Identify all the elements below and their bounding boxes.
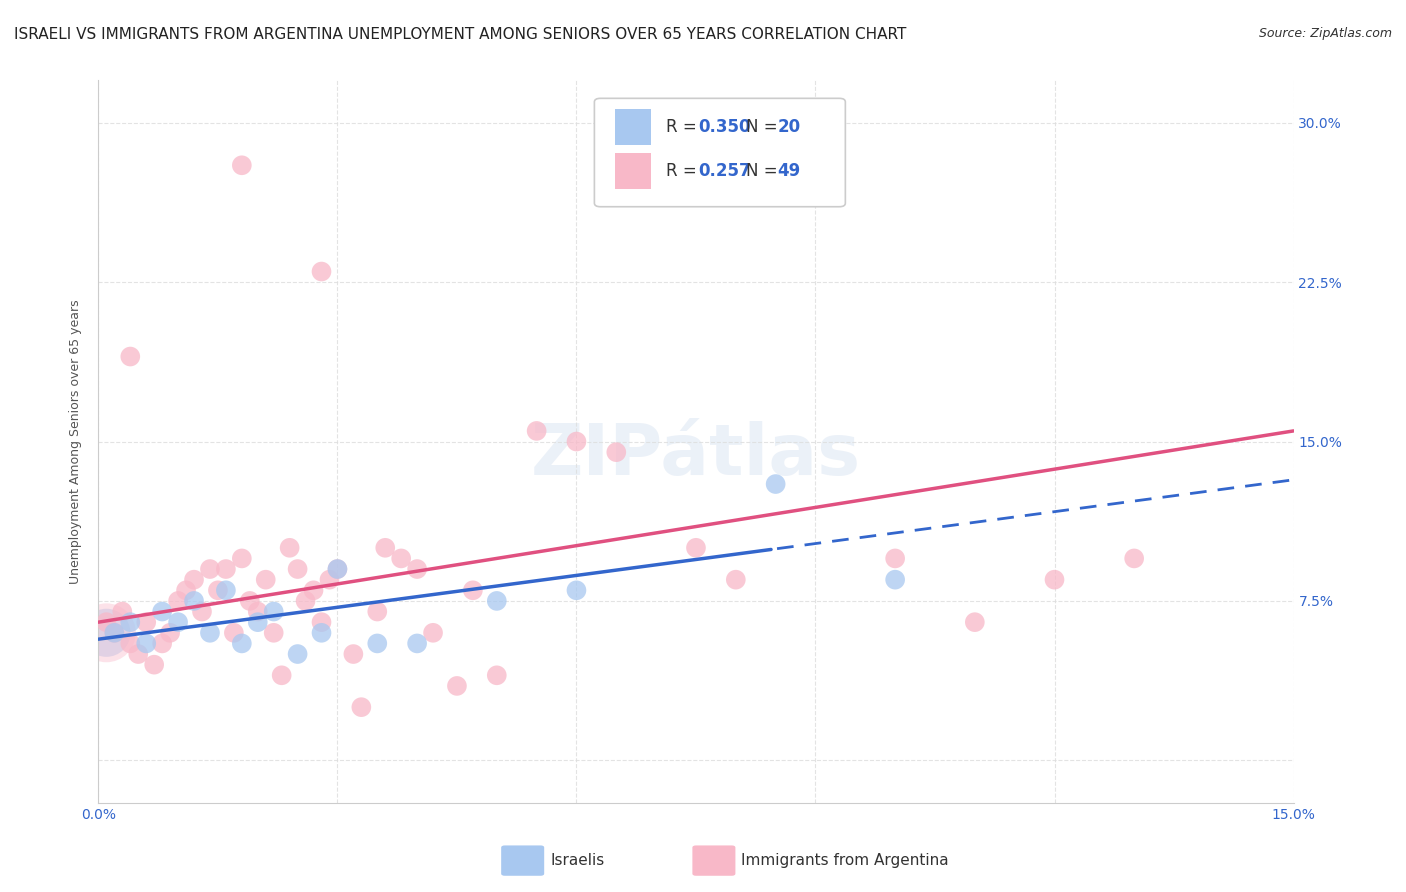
Point bbox=[246, 615, 269, 630]
Point bbox=[167, 594, 190, 608]
Y-axis label: Unemployment Among Seniors over 65 years: Unemployment Among Seniors over 65 years bbox=[69, 299, 83, 584]
Point bbox=[96, 625, 118, 640]
Bar bbox=[614, 153, 651, 189]
Point bbox=[685, 541, 707, 555]
Point bbox=[287, 562, 309, 576]
Bar bbox=[614, 109, 651, 145]
Point bbox=[263, 605, 285, 619]
Point bbox=[406, 636, 429, 650]
Point bbox=[366, 605, 388, 619]
Point bbox=[103, 625, 125, 640]
Point bbox=[120, 636, 142, 650]
Point bbox=[1043, 573, 1066, 587]
Point bbox=[406, 562, 429, 576]
Point bbox=[183, 573, 205, 587]
Point bbox=[96, 625, 118, 640]
Point bbox=[302, 583, 325, 598]
Point bbox=[103, 625, 125, 640]
Point bbox=[605, 445, 627, 459]
Point bbox=[135, 636, 157, 650]
Point bbox=[311, 625, 333, 640]
Point bbox=[222, 625, 245, 640]
Point bbox=[254, 573, 277, 587]
Point bbox=[485, 668, 508, 682]
Point bbox=[120, 615, 142, 630]
Point bbox=[311, 264, 333, 278]
Point bbox=[143, 657, 166, 672]
Text: ISRAELI VS IMMIGRANTS FROM ARGENTINA UNEMPLOYMENT AMONG SENIORS OVER 65 YEARS CO: ISRAELI VS IMMIGRANTS FROM ARGENTINA UNE… bbox=[14, 27, 907, 42]
Point bbox=[311, 615, 333, 630]
Text: N =: N = bbox=[747, 161, 783, 179]
Point bbox=[366, 636, 388, 650]
Point bbox=[526, 424, 548, 438]
Point bbox=[174, 583, 197, 598]
Point bbox=[422, 625, 444, 640]
Text: Immigrants from Argentina: Immigrants from Argentina bbox=[741, 853, 949, 868]
Point bbox=[231, 158, 253, 172]
Point bbox=[485, 594, 508, 608]
Point bbox=[231, 551, 253, 566]
Point bbox=[326, 562, 349, 576]
Point bbox=[167, 615, 190, 630]
Point bbox=[207, 583, 229, 598]
Point bbox=[150, 636, 173, 650]
Text: R =: R = bbox=[666, 161, 702, 179]
Point bbox=[350, 700, 373, 714]
Point bbox=[239, 594, 262, 608]
Point bbox=[318, 573, 340, 587]
Point bbox=[342, 647, 364, 661]
FancyBboxPatch shape bbox=[595, 98, 845, 207]
Point bbox=[884, 573, 907, 587]
Point bbox=[765, 477, 787, 491]
Point bbox=[231, 636, 253, 650]
Text: Source: ZipAtlas.com: Source: ZipAtlas.com bbox=[1258, 27, 1392, 40]
FancyBboxPatch shape bbox=[692, 846, 735, 876]
Point bbox=[159, 625, 181, 640]
Point bbox=[111, 605, 134, 619]
Point bbox=[294, 594, 316, 608]
Point bbox=[724, 573, 747, 587]
Point bbox=[374, 541, 396, 555]
Point bbox=[565, 434, 588, 449]
Text: Israelis: Israelis bbox=[550, 853, 605, 868]
Point bbox=[191, 605, 214, 619]
Point bbox=[278, 541, 301, 555]
Text: 20: 20 bbox=[778, 119, 800, 136]
Point bbox=[215, 562, 238, 576]
Point bbox=[96, 615, 118, 630]
Point bbox=[127, 647, 149, 661]
Point bbox=[150, 605, 173, 619]
Point bbox=[270, 668, 292, 682]
Point bbox=[1123, 551, 1146, 566]
Point bbox=[326, 562, 349, 576]
Point bbox=[389, 551, 412, 566]
Point bbox=[446, 679, 468, 693]
Point bbox=[263, 625, 285, 640]
Point bbox=[183, 594, 205, 608]
FancyBboxPatch shape bbox=[501, 846, 544, 876]
Text: N =: N = bbox=[747, 119, 783, 136]
Text: ZIPátlas: ZIPátlas bbox=[531, 422, 860, 491]
Point bbox=[215, 583, 238, 598]
Text: 0.350: 0.350 bbox=[699, 119, 751, 136]
Point bbox=[135, 615, 157, 630]
Point bbox=[963, 615, 986, 630]
Point bbox=[884, 551, 907, 566]
Text: R =: R = bbox=[666, 119, 702, 136]
Point bbox=[287, 647, 309, 661]
Point bbox=[198, 562, 221, 576]
Text: 0.257: 0.257 bbox=[699, 161, 751, 179]
Point bbox=[120, 350, 142, 364]
Point bbox=[198, 625, 221, 640]
Text: 49: 49 bbox=[778, 161, 800, 179]
Point bbox=[565, 583, 588, 598]
Point bbox=[246, 605, 269, 619]
Point bbox=[461, 583, 484, 598]
